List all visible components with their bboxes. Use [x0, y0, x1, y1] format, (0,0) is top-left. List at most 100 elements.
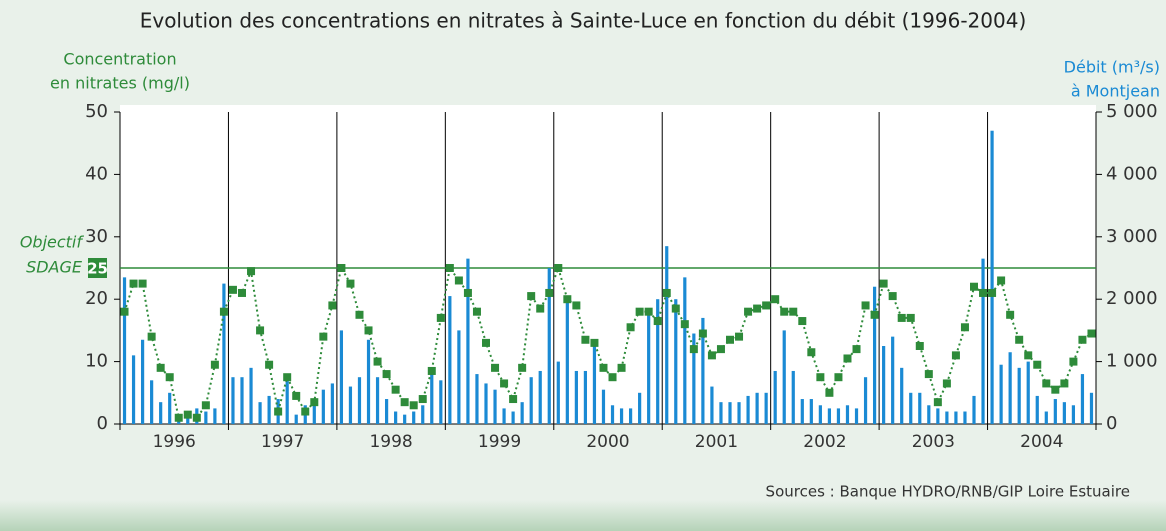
- flow-bar: [737, 402, 741, 424]
- flow-bar: [701, 317, 705, 424]
- nitrate-marker: [400, 398, 409, 407]
- nitrate-marker: [590, 338, 599, 347]
- nitrate-marker: [951, 351, 960, 360]
- target-value: 25: [87, 260, 108, 278]
- nitrate-marker: [454, 276, 463, 285]
- nitrate-marker: [1060, 379, 1069, 388]
- x-tick-label: 1997: [261, 432, 304, 452]
- flow-bar: [1080, 374, 1085, 424]
- flow-bar: [285, 380, 289, 424]
- flow-bar: [131, 355, 136, 424]
- chart-title: Evolution des concentrations en nitrates…: [140, 9, 1027, 33]
- flow-bar: [764, 392, 768, 424]
- nitrate-marker: [789, 307, 798, 316]
- nitrate-marker: [427, 366, 436, 375]
- flow-bar: [375, 377, 380, 424]
- flow-bar: [656, 299, 660, 424]
- y-tick-label: 30: [85, 226, 108, 247]
- flow-bar: [665, 246, 669, 424]
- flow-bar: [394, 411, 398, 424]
- nitrate-marker: [617, 363, 626, 372]
- nitrate-marker: [192, 413, 201, 422]
- nitrate-marker: [924, 370, 933, 379]
- nitrate-marker: [581, 335, 590, 344]
- flow-bar: [692, 333, 696, 424]
- nitrate-marker: [970, 282, 978, 291]
- flow-bar: [475, 374, 479, 424]
- nitrate-marker: [1006, 310, 1015, 319]
- flow-bar: [583, 370, 588, 424]
- y-tick-label: 50: [85, 101, 108, 122]
- nitrate-marker: [301, 407, 310, 416]
- flow-bar: [972, 395, 976, 424]
- flow-bar: [267, 395, 271, 424]
- flow-bar: [891, 336, 895, 424]
- nitrate-marker: [915, 342, 924, 350]
- flow-bar: [918, 392, 922, 424]
- flow-bar: [547, 268, 551, 424]
- nitrate-marker: [156, 363, 165, 372]
- nitrate-marker: [771, 295, 780, 304]
- flow-bar: [809, 399, 813, 424]
- flow-bar: [122, 277, 127, 424]
- nitrate-marker: [463, 288, 472, 297]
- nitrate-marker: [626, 323, 635, 332]
- flow-bar: [511, 411, 515, 424]
- flow-bar: [927, 405, 931, 424]
- x-tick-label: 2000: [586, 432, 629, 452]
- nitrate-marker: [346, 279, 355, 288]
- flow-bar: [610, 405, 615, 424]
- nitrate-line: [123, 264, 1093, 420]
- x-tick-label: 1999: [478, 432, 521, 452]
- nitrate-marker: [608, 373, 617, 382]
- flow-bar: [430, 374, 434, 424]
- flow-bar: [1026, 361, 1030, 424]
- nitrate-marker: [500, 379, 509, 388]
- x-tick-label: 1998: [369, 432, 412, 452]
- nitrate-marker: [988, 288, 997, 297]
- flow-bar: [339, 330, 344, 424]
- flow-bar: [312, 399, 316, 424]
- flow-bar: [574, 370, 578, 424]
- nitrate-marker: [491, 363, 500, 372]
- nitrate-marker: [726, 335, 734, 344]
- nitrate-marker: [355, 310, 364, 319]
- nitrate-marker: [445, 264, 454, 272]
- nitrate-marker: [870, 310, 879, 319]
- flow-bar: [647, 311, 651, 424]
- nitrate-marker: [635, 307, 644, 316]
- flow-bar: [403, 414, 407, 424]
- flow-bar: [357, 377, 362, 424]
- nitrate-marker: [834, 373, 843, 382]
- nitrate-marker: [1042, 379, 1051, 388]
- nitrate-marker: [1033, 360, 1042, 369]
- nitrate-marker: [472, 307, 481, 316]
- nitrate-marker: [238, 288, 246, 297]
- footer-band: [0, 500, 1166, 531]
- flow-bar: [502, 408, 506, 424]
- flow-bar: [818, 405, 822, 424]
- y-tick-label: 0: [97, 413, 108, 434]
- flow-bar: [384, 399, 389, 424]
- flow-bar: [249, 367, 253, 424]
- nitrate-marker: [147, 332, 156, 341]
- nitrate-marker: [960, 323, 969, 332]
- flow-bar: [150, 380, 154, 424]
- flow-bar: [845, 405, 850, 424]
- y-tick-label: 40: [85, 163, 108, 184]
- y2-tick-label: 0: [1106, 413, 1117, 434]
- flow-bar: [448, 296, 452, 424]
- flow-bar: [628, 408, 633, 424]
- flow-bar: [954, 411, 958, 424]
- flow-bar: [439, 380, 443, 424]
- nitrate-marker: [554, 264, 563, 272]
- flow-bar: [529, 377, 533, 424]
- flow-bar: [900, 367, 904, 424]
- flow-bar: [945, 411, 949, 424]
- y2-axis-title: à Montjean: [1071, 82, 1160, 101]
- nitrate-marker: [364, 326, 373, 335]
- nitrate-marker: [671, 304, 680, 313]
- nitrate-marker: [572, 301, 581, 310]
- flow-bar: [800, 399, 804, 424]
